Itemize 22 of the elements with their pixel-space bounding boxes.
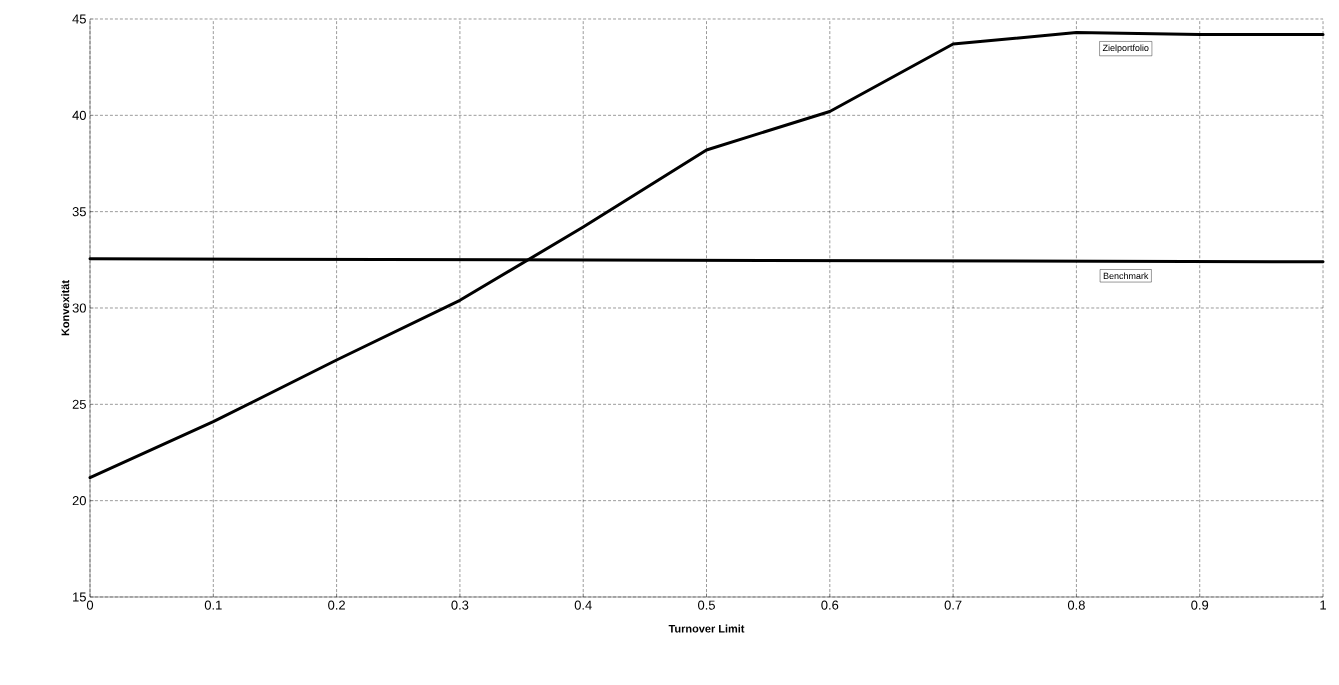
x-axis-title: Turnover Limit <box>668 624 745 633</box>
x-tick-label: 0.6 <box>821 600 839 610</box>
x-tick-label: 0.7 <box>944 600 962 610</box>
x-tick-label: 0.5 <box>698 600 715 610</box>
x-tick-label: 0.4 <box>574 600 592 610</box>
y-tick-label: 15 <box>73 592 86 602</box>
y-tick-label: 25 <box>72 399 86 409</box>
y-tick-label: 35 <box>72 207 86 217</box>
y-tick-label: 30 <box>72 303 86 313</box>
y-tick-label: 40 <box>72 110 86 120</box>
y-tick-label: 20 <box>72 496 86 506</box>
x-tick-label: 0.9 <box>1191 600 1209 610</box>
x-tick-label: 0.2 <box>328 600 345 610</box>
y-axis-title: Konvexität <box>61 280 70 336</box>
x-tick-label: 0.1 <box>204 600 222 610</box>
series-label: Benchmark <box>1103 272 1149 280</box>
x-tick-label: 0 <box>86 600 94 610</box>
x-tick-label: 0.8 <box>1067 600 1085 610</box>
series-label: Zielportfolio <box>1102 44 1149 53</box>
x-tick-label: 0.3 <box>451 600 469 610</box>
y-tick-label: 45 <box>72 14 86 24</box>
x-tick-label: 1 <box>1320 600 1326 610</box>
